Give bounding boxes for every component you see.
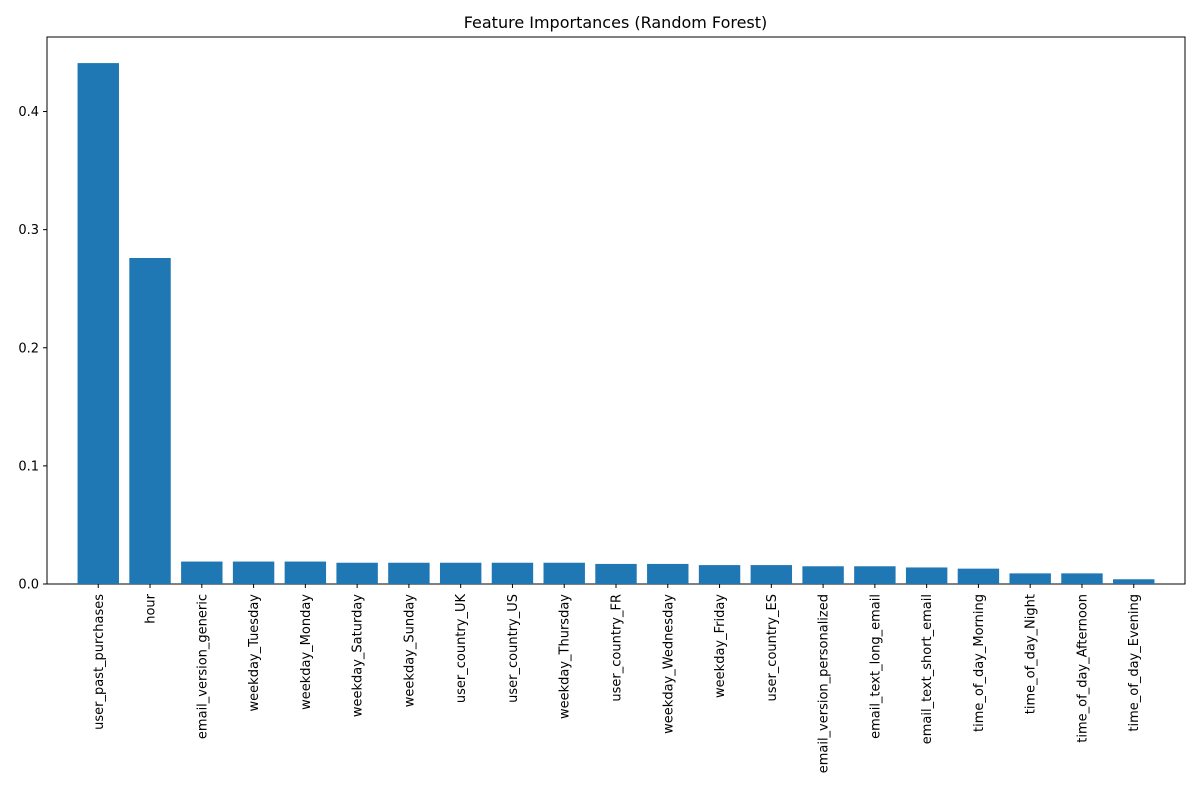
bar-time_of_day_Morning xyxy=(957,568,1000,584)
x-tick-label: weekday_Sunday xyxy=(402,594,417,708)
bar-weekday_Sunday xyxy=(388,562,430,584)
x-axis: user_past_purchases hour email_version_gen… xyxy=(92,584,1142,773)
bar-email_text_short_email xyxy=(905,567,948,584)
bar-weekday_Saturday xyxy=(336,562,378,584)
x-tick-label: weekday_Saturday xyxy=(351,594,366,717)
x-tick-label: email_version_generic xyxy=(195,594,210,739)
bar-weekday_Wednesday xyxy=(647,563,689,584)
x-tick-label: email_text_short_email xyxy=(920,594,935,744)
bar-time_of_day_Night xyxy=(1009,573,1051,584)
x-tick-label: time_of_day_Afternoon xyxy=(1075,594,1090,743)
x-tick-label: email_version_personalized xyxy=(817,594,832,773)
x-tick-label: email_text_long_email xyxy=(868,594,883,739)
x-tick-label: hour xyxy=(144,593,159,623)
x-tick-label: user_country_UK xyxy=(454,594,469,704)
x-tick-label: time_of_day_Morning xyxy=(972,594,987,732)
chart-title: Feature Importances (Random Forest) xyxy=(464,13,768,32)
bar-weekday_Monday xyxy=(284,561,327,584)
y-tick-label: 0.0 xyxy=(18,578,39,593)
x-tick-label: weekday_Tuesday xyxy=(247,594,262,712)
bar-time_of_day_Afternoon xyxy=(1061,573,1103,584)
bar-user_past_purchases xyxy=(77,63,119,585)
bar-user_country_FR xyxy=(595,563,637,584)
plot-frame xyxy=(46,36,1186,585)
bar-email_version_personalized xyxy=(802,566,844,584)
bar-hour xyxy=(129,258,171,584)
x-tick-label: user_country_FR xyxy=(610,594,625,702)
x-tick-label: time_of_day_Night xyxy=(1024,594,1039,714)
bar-weekday_Friday xyxy=(698,565,741,584)
x-tick-label: user_country_US xyxy=(506,594,521,703)
x-tick-label: weekday_Wednesday xyxy=(661,594,676,734)
plot-area xyxy=(46,36,1186,585)
bar-weekday_Thursday xyxy=(543,562,585,584)
y-axis: 0.0 0.1 0.2 0.3 0.4 xyxy=(18,105,47,593)
x-tick-label: time_of_day_Evening xyxy=(1127,594,1142,732)
x-tick-label: user_past_purchases xyxy=(92,594,107,730)
x-tick-label: weekday_Monday xyxy=(299,594,314,710)
bar-email_text_long_email xyxy=(854,566,896,584)
y-tick-label: 0.1 xyxy=(18,459,39,474)
y-tick-label: 0.3 xyxy=(18,223,39,238)
y-tick-label: 0.4 xyxy=(18,105,39,120)
bar-time_of_day_Evening xyxy=(1113,579,1155,584)
bar-user_country_US xyxy=(491,562,534,584)
bars-group xyxy=(77,63,1155,585)
x-tick-label: weekday_Friday xyxy=(713,594,728,698)
x-tick-label: weekday_Thursday xyxy=(558,594,573,719)
bar-weekday_Tuesday xyxy=(232,561,275,584)
bar-user_country_ES xyxy=(750,565,793,584)
bar-user_country_UK xyxy=(439,562,482,584)
y-tick-label: 0.2 xyxy=(18,341,39,356)
bar-email_version_generic xyxy=(181,561,223,584)
x-tick-label: user_country_ES xyxy=(765,594,780,702)
